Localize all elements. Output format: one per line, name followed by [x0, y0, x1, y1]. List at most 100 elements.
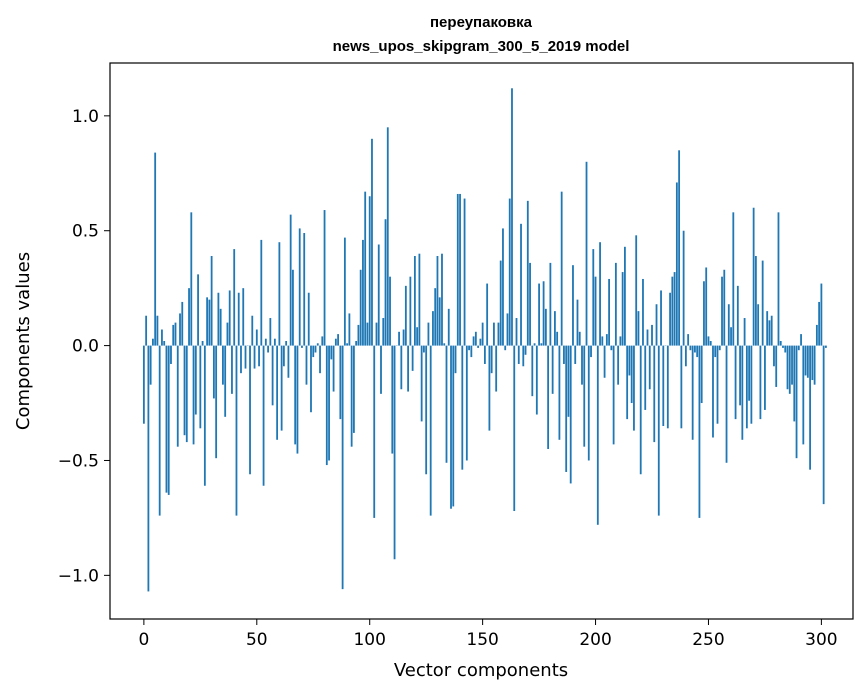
- bar-component-182: [554, 311, 556, 345]
- bar-component-174: [536, 346, 538, 415]
- bar-component-242: [689, 346, 691, 351]
- bar-component-261: [732, 212, 734, 345]
- bar-component-245: [696, 346, 698, 357]
- bar-component-92: [351, 346, 353, 447]
- bar-component-262: [735, 346, 737, 420]
- bar-component-153: [489, 346, 491, 431]
- bar-component-145: [470, 346, 472, 357]
- bar-component-80: [324, 210, 326, 346]
- bar-component-23: [195, 346, 197, 415]
- bar-component-162: [509, 199, 511, 346]
- bar-component-100: [369, 196, 371, 345]
- x-tick-label: 0: [138, 630, 149, 650]
- bar-component-29: [208, 300, 210, 346]
- bar-component-175: [538, 284, 540, 346]
- bar-component-106: [382, 318, 384, 346]
- bar-component-91: [348, 313, 350, 345]
- bar-component-254: [717, 346, 719, 424]
- bar-component-5: [154, 153, 156, 346]
- bar-component-159: [502, 228, 504, 345]
- bar-component-220: [640, 346, 642, 475]
- bar-component-87: [339, 346, 341, 420]
- bar-component-202: [599, 242, 601, 345]
- bar-component-181: [552, 346, 554, 394]
- bar-component-230: [662, 346, 664, 426]
- bar-component-169: [525, 346, 527, 355]
- bar-component-193: [579, 332, 581, 346]
- bar-component-157: [498, 323, 500, 346]
- bar-component-205: [606, 334, 608, 345]
- bar-component-281: [778, 212, 780, 345]
- bar-component-270: [753, 208, 755, 346]
- bar-component-85: [335, 339, 337, 346]
- bar-component-21: [190, 212, 192, 345]
- y-tick-label: 0.5: [72, 222, 99, 242]
- bar-component-194: [581, 346, 583, 385]
- bar-component-111: [394, 346, 396, 560]
- bar-component-234: [671, 277, 673, 346]
- bar-component-115: [403, 330, 405, 346]
- bar-component-208: [613, 346, 615, 445]
- bar-component-24: [197, 274, 199, 345]
- bar-component-64: [288, 346, 290, 378]
- bar-component-290: [798, 346, 800, 351]
- bar-component-227: [656, 304, 658, 345]
- bar-component-188: [568, 346, 570, 417]
- bar-component-297: [814, 346, 816, 385]
- x-tick-label: 100: [353, 630, 385, 650]
- bar-component-176: [540, 343, 542, 345]
- bar-component-276: [766, 311, 768, 345]
- bar-component-143: [466, 346, 468, 461]
- bar-component-287: [791, 346, 793, 385]
- bar-component-47: [249, 346, 251, 475]
- bar-component-33: [217, 293, 219, 346]
- bar-component-291: [800, 334, 802, 345]
- bar-component-275: [764, 346, 766, 410]
- bar-component-6: [157, 316, 159, 346]
- bar-component-283: [782, 346, 784, 348]
- bar-component-51: [258, 346, 260, 367]
- bar-component-221: [642, 279, 644, 346]
- bar-component-61: [281, 346, 283, 431]
- bar-component-65: [290, 215, 292, 346]
- bar-component-151: [484, 346, 486, 364]
- bar-component-42: [238, 293, 240, 346]
- bar-component-126: [428, 323, 430, 346]
- bar-component-185: [561, 192, 563, 346]
- bar-component-166: [518, 346, 520, 364]
- bar-component-117: [407, 346, 409, 392]
- bar-component-190: [572, 265, 574, 345]
- bar-component-93: [353, 346, 355, 433]
- bar-component-32: [215, 346, 217, 459]
- bar-component-144: [468, 346, 470, 351]
- bar-component-114: [400, 346, 402, 390]
- bar-component-244: [694, 346, 696, 353]
- bar-component-0: [143, 346, 145, 424]
- bar-component-8: [161, 330, 163, 346]
- bar-component-195: [583, 346, 585, 447]
- x-tick-label: 50: [246, 630, 268, 650]
- bar-component-108: [387, 127, 389, 345]
- bar-component-279: [773, 346, 775, 367]
- bar-component-229: [660, 290, 662, 345]
- bar-component-172: [531, 346, 533, 397]
- x-tick-label: 200: [579, 630, 611, 650]
- bar-component-132: [441, 254, 443, 346]
- bar-component-161: [507, 313, 509, 345]
- bar-component-31: [213, 346, 215, 399]
- bar-component-123: [421, 346, 423, 422]
- bar-component-11: [168, 346, 170, 495]
- bar-component-273: [760, 346, 762, 420]
- bar-component-133: [443, 343, 445, 345]
- bar-component-211: [619, 336, 621, 345]
- bar-component-67: [294, 346, 296, 445]
- bar-component-223: [647, 330, 649, 346]
- bar-component-98: [364, 192, 366, 346]
- bar-component-97: [362, 240, 364, 346]
- bar-component-260: [730, 327, 732, 345]
- bar-component-90: [346, 343, 348, 345]
- bar-component-152: [486, 284, 488, 346]
- bar-component-120: [414, 256, 416, 346]
- bar-component-35: [222, 346, 224, 385]
- bar-component-38: [229, 290, 231, 345]
